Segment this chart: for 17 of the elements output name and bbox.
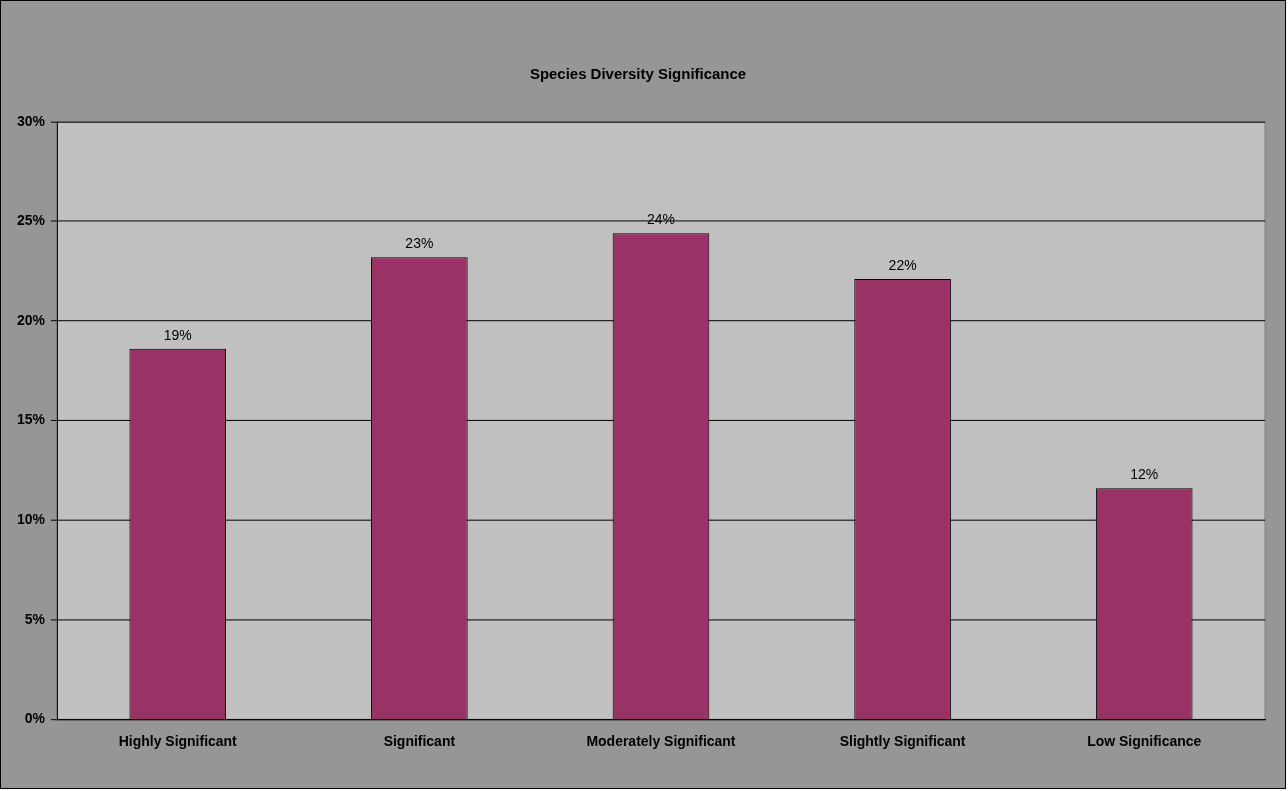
y-tick-label: 20% xyxy=(16,311,46,328)
x-tick-label: Significant xyxy=(383,732,456,749)
y-tick-label: 0% xyxy=(24,710,46,727)
x-tick-label: Slightly Significant xyxy=(839,732,966,749)
y-tick-label: 15% xyxy=(16,411,46,428)
data-label: 12% xyxy=(1130,466,1159,483)
x-tick-label: Low Significance xyxy=(1087,732,1202,749)
data-label: 23% xyxy=(405,235,434,252)
data-label: 22% xyxy=(888,256,917,273)
x-tick-label: Highly Significant xyxy=(118,732,238,749)
y-tick-label: 30% xyxy=(16,112,46,129)
y-tick-label: 5% xyxy=(24,610,46,627)
x-tick-label: Moderately Significant xyxy=(586,732,736,749)
y-tick-label: 10% xyxy=(16,511,46,527)
chart-title: Species Diversity Significance xyxy=(529,64,747,82)
data-label: 19% xyxy=(163,326,192,343)
y-tick-label: 25% xyxy=(16,212,46,229)
